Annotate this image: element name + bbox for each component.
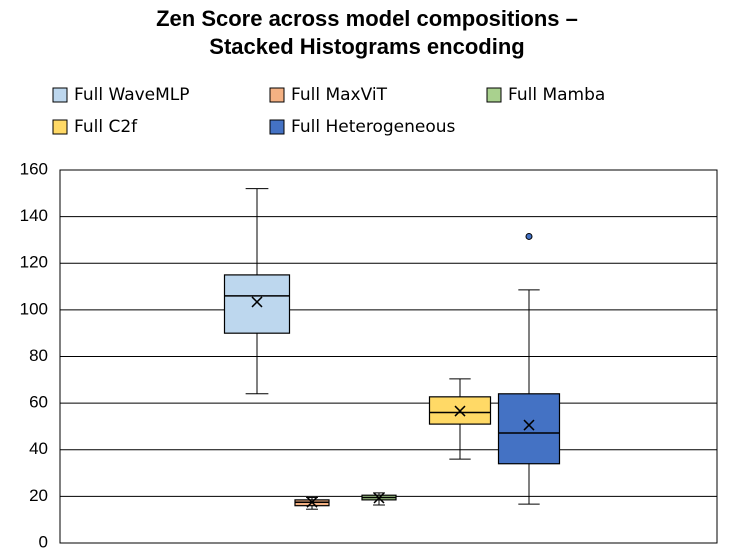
y-tick-label: 40 (29, 439, 48, 458)
legend-label: Full MaxViT (291, 85, 388, 105)
y-tick-label: 140 (20, 206, 48, 225)
box (497, 393, 561, 465)
box (223, 274, 291, 334)
y-tick-label: 80 (29, 346, 48, 365)
y-tick-label: 20 (29, 486, 48, 505)
chart-title: Zen Score across model compositions – (156, 6, 578, 31)
outlier (525, 232, 533, 240)
y-tick-label: 120 (20, 253, 48, 272)
y-tick-label: 160 (20, 159, 48, 178)
legend-swatch (52, 119, 68, 135)
mean-marker (373, 492, 385, 504)
y-tick-label: 0 (39, 532, 48, 551)
y-tick-label: 100 (20, 299, 48, 318)
mean-marker (523, 419, 535, 431)
legend-swatch (486, 87, 502, 103)
legend-label: Full Heterogeneous (291, 117, 456, 137)
legend-swatch (269, 87, 285, 103)
mean-marker (454, 405, 466, 417)
legend-label: Full Mamba (508, 85, 605, 105)
y-tick-label: 60 (29, 393, 48, 412)
legend-swatch (52, 87, 68, 103)
chart-title: Stacked Histograms encoding (209, 34, 524, 59)
mean-marker (306, 496, 318, 508)
legend-label: Full WaveMLP (74, 85, 190, 105)
legend-label: Full C2f (74, 117, 138, 137)
mean-marker (251, 296, 263, 308)
legend-swatch (269, 119, 285, 135)
